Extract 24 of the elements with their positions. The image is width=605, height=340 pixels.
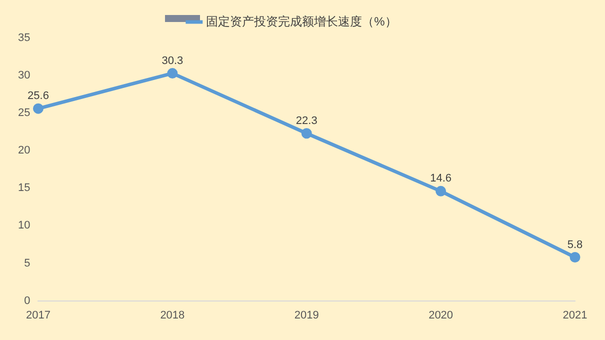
x-tick-label: 2021 <box>562 309 588 322</box>
point <box>301 128 312 139</box>
x-tick-label: 2018 <box>160 309 185 322</box>
data-label: 14.6 <box>430 172 452 185</box>
y-tick-label: 15 <box>18 182 30 194</box>
x-tick-label: 2020 <box>428 309 454 322</box>
point <box>570 252 580 262</box>
y-tick-label: 35 <box>18 32 30 44</box>
x-tick-label: 2017 <box>26 309 50 322</box>
legend-label: 固定资产投资完成额增长速度（%） <box>206 14 397 28</box>
data-label: 25.6 <box>28 90 49 102</box>
data-label: 5.8 <box>567 238 583 251</box>
data-label: 22.3 <box>296 114 318 127</box>
data-label: 30.3 <box>162 54 184 67</box>
y-tick-label: 30 <box>18 70 30 82</box>
y-tick-label: 20 <box>18 144 30 157</box>
y-tick-label: 25 <box>18 107 30 120</box>
point <box>436 186 446 196</box>
point <box>167 68 178 79</box>
y-tick-label: 5 <box>24 257 30 270</box>
x-tick-label: 2019 <box>294 309 319 322</box>
y-tick-label: 0 <box>24 294 30 307</box>
point <box>32 103 44 114</box>
y-tick-label: 10 <box>18 220 30 232</box>
